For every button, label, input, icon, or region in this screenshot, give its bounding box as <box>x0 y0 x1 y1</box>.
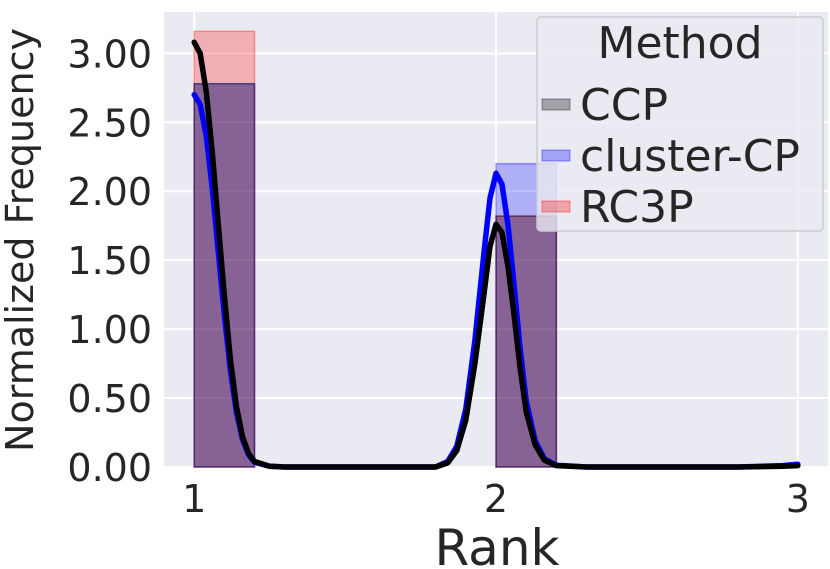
y-tick-label: 0.00 <box>67 446 152 490</box>
y-tick-label: 0.50 <box>67 377 152 421</box>
bar-ccp <box>193 82 256 468</box>
legend-swatch <box>541 200 571 213</box>
y-tick-label: 1.50 <box>67 239 152 283</box>
y-axis-label: Normalized Frequency <box>0 28 42 452</box>
y-tick-label: 2.00 <box>67 170 152 214</box>
legend-label: CCP <box>580 80 668 131</box>
legend-label: cluster-CP <box>580 131 800 182</box>
x-tick-label: 2 <box>484 477 508 521</box>
legend-box <box>536 16 824 232</box>
x-axis-label: Rank <box>435 519 560 569</box>
y-axis-ticks: 0.00 0.50 1.00 1.50 2.00 2.50 3.00 <box>67 32 152 490</box>
x-tick-label: 1 <box>182 477 206 521</box>
bar-rc3p <box>193 30 256 468</box>
legend-swatch <box>541 149 571 162</box>
legend-title: Method <box>597 18 762 69</box>
x-axis-ticks: 1 2 3 <box>182 477 810 521</box>
y-tick-label: 1.00 <box>67 308 152 352</box>
x-tick-label: 3 <box>786 477 810 521</box>
legend-label: RC3P <box>580 182 694 233</box>
kde-line-ccp <box>191 39 801 470</box>
legend-swatch <box>541 98 571 111</box>
kde-curves <box>191 39 801 470</box>
y-tick-label: 2.50 <box>67 101 152 145</box>
y-tick-label: 3.00 <box>67 32 152 76</box>
